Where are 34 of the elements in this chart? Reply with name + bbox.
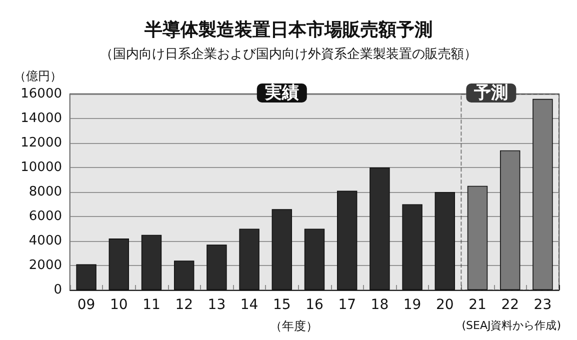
y-tick-label: 16000 — [20, 86, 62, 102]
x-tick-label: 09 — [77, 297, 96, 313]
chart-title: 半導体製造装置日本市場販売額予測 — [144, 20, 432, 40]
y-tick-label: 2000 — [28, 258, 62, 273]
y-tick-label: 8000 — [28, 184, 62, 200]
x-tick-label: 17 — [338, 297, 356, 313]
bar — [500, 150, 520, 290]
x-tick-label: 15 — [272, 297, 291, 313]
y-axis-title: （億円） — [14, 69, 62, 83]
x-axis-title: （年度） — [270, 319, 318, 333]
y-tick-label: 4000 — [28, 234, 62, 248]
y-tick-label: 10000 — [20, 160, 62, 175]
x-tick-label: 23 — [534, 297, 552, 313]
chart-subtitle: （国内向け日系企業および国内向け外資系企業製装置の販売額） — [100, 47, 477, 62]
y-tick-label: 12000 — [20, 136, 62, 150]
band-label: 予測 — [473, 83, 508, 103]
x-tick-label: 14 — [240, 297, 258, 313]
x-tick-label: 19 — [403, 297, 422, 313]
x-tick-label: 16 — [306, 297, 324, 313]
x-tick-label: 10 — [110, 297, 128, 313]
text: (SEAJ資料から作成) — [462, 319, 562, 332]
y-tick-label: 6000 — [28, 209, 62, 224]
x-tick-label: 20 — [436, 297, 454, 313]
y-tick-label: 14000 — [20, 111, 62, 126]
band-label: 実績 — [264, 83, 299, 103]
x-tick-label: 18 — [370, 297, 389, 313]
bar — [467, 186, 488, 290]
x-tick-label: 12 — [175, 297, 194, 313]
bar — [532, 98, 553, 290]
y-tick-label: 0 — [54, 282, 62, 298]
x-tick-label: 21 — [468, 297, 486, 313]
x-tick-label: 22 — [501, 297, 520, 313]
x-tick-label: 11 — [142, 297, 160, 313]
x-tick-label: 13 — [208, 297, 226, 313]
